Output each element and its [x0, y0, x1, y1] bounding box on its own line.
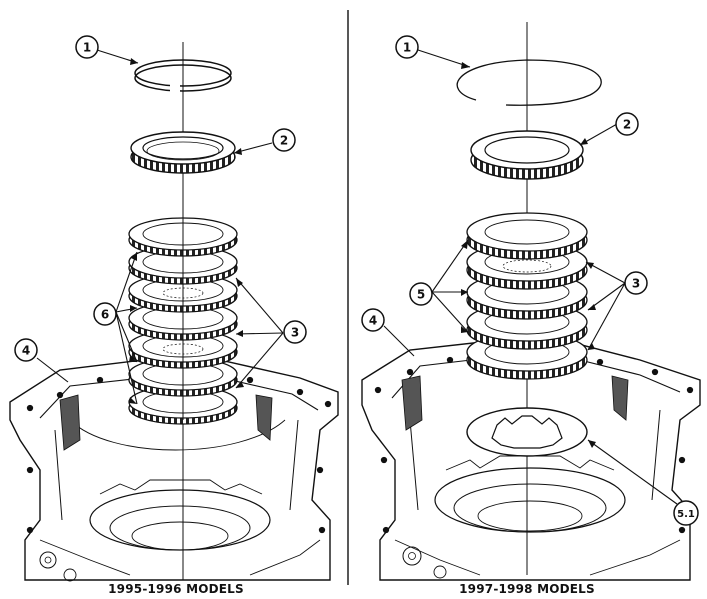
- callout-4-left: 4: [14, 338, 38, 362]
- snap-ring-right: [456, 59, 602, 106]
- callout-4-right-label: 4: [369, 314, 377, 328]
- callout-2-left: 2: [272, 128, 296, 152]
- callout-3-right: 3: [624, 271, 648, 295]
- callout-2-right-label: 2: [623, 118, 631, 132]
- panel-1997-1998: 1 2 5 3 4 5.1 1997-1998 MODELS: [361, 22, 701, 596]
- pressure-plate-right: [470, 130, 584, 180]
- callout-1-left: 1: [75, 35, 99, 59]
- callout-2-left-label: 2: [280, 134, 288, 148]
- arrowheads-right: [461, 62, 596, 448]
- callout-4-right: 4: [361, 308, 385, 332]
- callout-3-left-label: 3: [291, 326, 299, 340]
- transmission-housing-right: [361, 339, 701, 581]
- callout-5-1-right: 5.1: [673, 500, 699, 526]
- callout-1-left-label: 1: [83, 41, 91, 55]
- arrowheads-left: [129, 58, 244, 404]
- caption-right: 1997-1998 MODELS: [459, 582, 595, 596]
- clutch-plate-stack-left: [128, 217, 238, 425]
- clutch-plate-stack-right: [466, 212, 588, 380]
- callout-2-right: 2: [615, 112, 639, 136]
- transmission-housing-left: [9, 357, 339, 582]
- pressure-plate-left: [130, 131, 236, 174]
- callout-6-left: 6: [93, 302, 117, 326]
- caption-left: 1995-1996 MODELS: [108, 582, 244, 596]
- callout-3-right-label: 3: [632, 277, 640, 291]
- callout-3-left: 3: [283, 320, 307, 344]
- callout-5-right: 5: [409, 282, 433, 306]
- spacer-plate-right: [466, 407, 588, 457]
- callout-5-right-label: 5: [417, 288, 425, 302]
- snap-ring-left: [134, 59, 232, 93]
- callout-5-1-right-label: 5.1: [677, 509, 695, 520]
- callout-4-left-label: 4: [22, 344, 30, 358]
- callout-1-right: 1: [395, 35, 419, 59]
- callout-1-right-label: 1: [403, 41, 411, 55]
- callout-6-left-label: 6: [101, 308, 109, 322]
- panel-1995-1996: 1 2 6 3 4 1995-1996 MODELS: [9, 35, 339, 596]
